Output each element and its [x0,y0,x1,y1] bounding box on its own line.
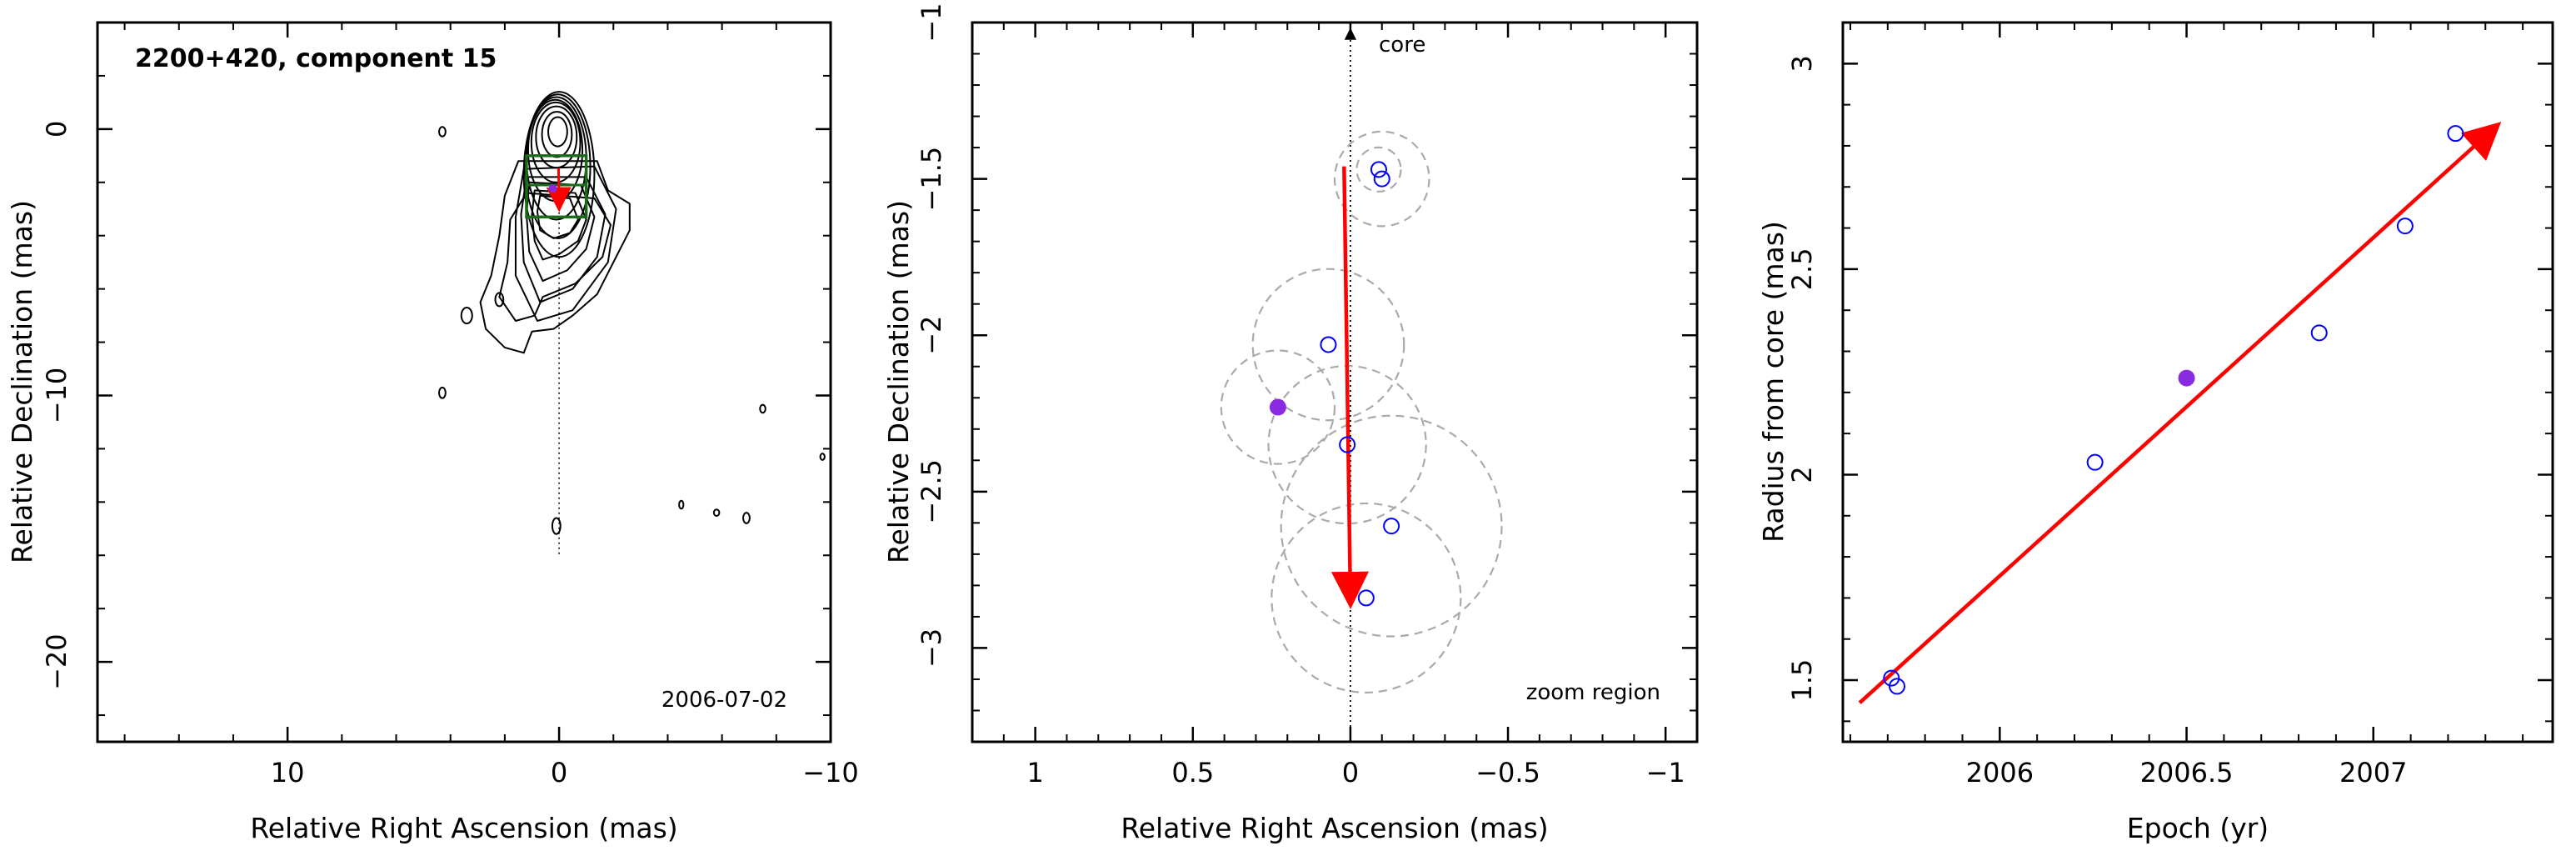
jet-contour [531,189,587,261]
y-tick-label: −1.5 [916,147,947,212]
data-point [1357,589,1375,607]
uncertainty-circle [1251,268,1405,422]
panel3-ticks: 2006 2006.5 2007 1.5 2 2.5 3 [1786,22,2553,788]
x-tick-label: −0.5 [1475,757,1540,788]
data-point [1883,669,1900,687]
epoch-date-label: 2006-07-02 [661,688,787,713]
panel2-ticks: 1 0.5 0 −0.5 −1 −1 −1.5 −2 −2.5 −3 [916,3,1698,788]
y-tick-label: 1.5 [1786,659,1818,702]
x-tick-label: −1 [1646,757,1685,788]
x-tick-label: 0 [1342,757,1359,788]
isolated-contour [460,307,473,325]
panel1-frame [96,21,832,743]
motion-vector [546,168,572,213]
zoom-region-annotation: zoom region [1526,680,1660,705]
zoom-panel: 1 0.5 0 −0.5 −1 −1 −1.5 −2 −2.5 −3 core zoom regi… [882,3,1699,844]
highlight-point [1269,398,1286,416]
outer-contour [498,192,612,322]
core-contour [522,91,596,258]
isolated-contour [742,512,751,524]
uncertainty-circle [1220,349,1336,465]
uncertainty-circle [1355,146,1402,193]
data-point [1383,518,1400,535]
x-tick-label: 0.5 [1171,757,1214,788]
y-tick-label: 3 [1786,55,1818,72]
y-tick-label: −10 [41,368,72,424]
core-contour [530,101,582,183]
data-point [1370,161,1387,178]
isolated-contour [819,453,826,461]
y-tick-label: −3 [916,628,947,668]
isolated-contour [438,386,447,399]
isolated-contour [712,508,721,517]
uncertainty-circle [1271,502,1462,693]
zoom-box [525,154,588,219]
radius-epoch-content [1858,122,2502,704]
panel2-y-axis-title: Relative Declination (mas) [882,200,915,563]
data-point [1889,678,1906,695]
x-tick-label: −10 [802,757,859,788]
uncertainty-circle [1280,414,1503,638]
x-tick-label: 2007 [2339,757,2407,788]
panel2-frame [971,21,1699,743]
isolated-contour [678,499,685,510]
panel1-y-axis-title: Relative Declination (mas) [6,200,38,563]
data-point [1320,336,1337,353]
contour-panel: 10 0 −10 0 −10 −20 2200+420, component 15 200… [6,21,859,844]
uncertainty-circle [1333,130,1430,228]
panel1-ticks: 10 0 −10 0 −10 −20 [41,22,859,788]
x-tick-label: 0 [551,757,567,788]
data-point [2086,453,2104,471]
panel2-x-axis-title: Relative Right Ascension (mas) [1121,812,1548,844]
panel3-x-axis-title: Epoch (yr) [2127,812,2269,844]
panel3-frame [1841,21,2554,743]
core-contour [547,116,568,148]
isolated-contour [494,292,505,308]
panel3-y-axis-title: Radius from core (mas) [1757,221,1790,543]
motion-vector [1330,166,1369,609]
data-point [2310,324,2328,342]
zoom-content [1220,28,1503,742]
x-tick-label: 10 [271,757,305,788]
data-point [2396,218,2414,235]
isolated-contour [438,126,447,138]
contour-map [438,91,826,556]
isolated-contour [759,403,766,414]
y-tick-label: −20 [41,633,72,690]
y-tick-label: 2 [1786,466,1818,483]
outer-contour [479,160,631,354]
x-tick-label: 2006 [1966,757,2034,788]
data-point [1373,170,1390,188]
y-tick-label: −2 [916,316,947,355]
panel1-x-axis-title: Relative Right Ascension (mas) [250,812,677,844]
core-annotation: core [1379,33,1425,58]
data-point [2447,125,2464,143]
y-tick-label: −2.5 [916,459,947,524]
y-tick-label: −1 [916,3,947,42]
component-marker [548,184,557,193]
y-tick-label: 2.5 [1786,248,1818,290]
isolated-contour [551,517,562,535]
chart-title: 2200+420, component 15 [135,44,497,73]
jet-contour [514,165,617,322]
highlight-point [2178,369,2195,387]
x-tick-label: 1 [1026,757,1043,788]
jet-contour [520,176,607,303]
radius-epoch-panel: 2006 2006.5 2007 1.5 2 2.5 3 Epoch (yr) Radius… [1757,21,2554,844]
data-point [1339,436,1356,453]
fit-line [1858,122,2502,704]
x-tick-label: 2006.5 [2140,757,2234,788]
y-tick-label: 0 [41,121,72,138]
